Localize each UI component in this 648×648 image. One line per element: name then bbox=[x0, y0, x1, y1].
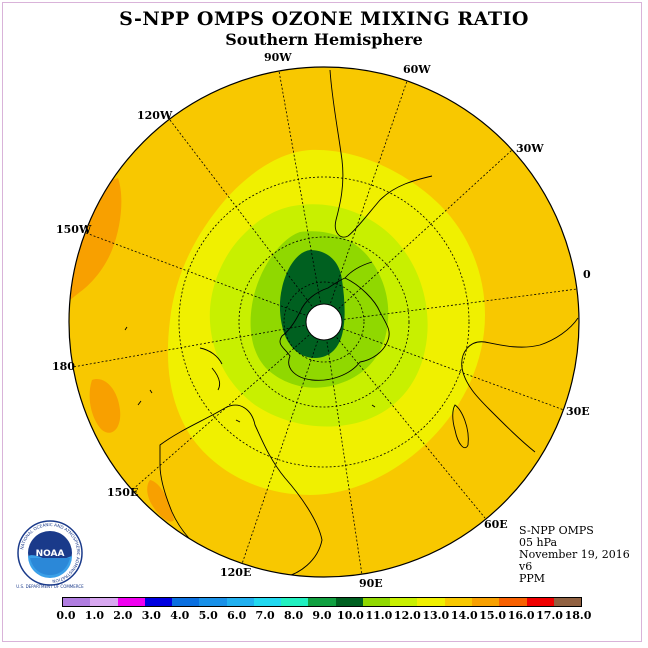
colorbar-swatch bbox=[90, 598, 118, 606]
info-units: PPM bbox=[519, 572, 546, 585]
colorbar-swatch bbox=[226, 598, 254, 606]
colorbar-swatch bbox=[553, 598, 582, 606]
colorbar-swatch bbox=[362, 598, 391, 606]
colorbar-swatch bbox=[390, 598, 418, 606]
lon-label-150e: 150E bbox=[107, 486, 139, 499]
coast-australia bbox=[159, 404, 323, 577]
colorbar-tick-label: 7.0 bbox=[255, 609, 275, 622]
info-level: 05 hPa bbox=[519, 536, 558, 549]
colorbar-swatch bbox=[526, 598, 554, 606]
lon-label-90w: 90W bbox=[264, 51, 292, 64]
colorbar bbox=[62, 597, 582, 607]
colorbar-tick-label: 0.0 bbox=[56, 609, 76, 622]
info-block: S-NPP OMPS 05 hPa November 19, 2016 v6 P… bbox=[519, 525, 630, 585]
colorbar-tick-label: 16.0 bbox=[507, 609, 535, 622]
colorbar-tick-label: 1.0 bbox=[84, 609, 105, 622]
colorbar-tick-label: 8.0 bbox=[283, 609, 304, 622]
colorbar-tick-label: 13.0 bbox=[422, 609, 450, 622]
colorbar-tick-label: 15.0 bbox=[479, 609, 507, 622]
coast-islands bbox=[124, 326, 376, 423]
colorbar-swatch bbox=[471, 598, 500, 606]
info-version: v6 bbox=[519, 560, 533, 573]
colorbar-swatch bbox=[144, 598, 173, 606]
colorbar-swatch bbox=[281, 598, 309, 606]
contour-14-15-s bbox=[147, 480, 174, 522]
coast-south-america bbox=[329, 69, 433, 238]
info-instrument: S-NPP OMPS bbox=[519, 524, 594, 537]
colorbar-swatch bbox=[499, 598, 527, 606]
lon-label-30e: 30E bbox=[566, 405, 590, 418]
lon-label-60w: 60W bbox=[403, 63, 431, 76]
lon-label-90e: 90E bbox=[359, 577, 383, 590]
colorbar-swatch bbox=[199, 598, 227, 606]
colorbar-tick-label: 11.0 bbox=[365, 609, 393, 622]
colorbar-swatch bbox=[308, 598, 336, 606]
coast-africa bbox=[461, 317, 579, 453]
contour-14-15-sw bbox=[89, 379, 121, 433]
colorbar-tick-label: 6.0 bbox=[227, 609, 247, 622]
lon-label-60e: 60E bbox=[484, 518, 508, 531]
colorbar-swatch bbox=[63, 598, 91, 606]
colorbar-tick-label: 14.0 bbox=[450, 609, 478, 622]
colorbar-tick-label: 4.0 bbox=[170, 609, 190, 622]
colorbar-swatch bbox=[444, 598, 472, 606]
lon-label-120e: 120E bbox=[220, 566, 252, 579]
colorbar-tick-label: 10.0 bbox=[337, 609, 364, 622]
info-date: November 19, 2016 bbox=[519, 548, 630, 561]
colorbar-tick-label: 9.0 bbox=[312, 609, 332, 622]
coast-new-zealand bbox=[199, 347, 223, 391]
noaa-logo-bottom-text: U.S. DEPARTMENT OF COMMERCE bbox=[16, 584, 84, 589]
colorbar-swatch bbox=[417, 598, 445, 606]
meridians bbox=[72, 70, 578, 576]
colorbar-tick-label: 5.0 bbox=[198, 609, 218, 622]
colorbar-tick-label: 18.0 bbox=[564, 609, 592, 622]
colorbar-tick-label: 12.0 bbox=[393, 609, 421, 622]
coast-antarctica bbox=[279, 277, 390, 381]
colorbar-ticks: 0.0 1.0 2.0 3.0 4.0 5.0 6.0 7.0 8.0 9.0 10.0 11.0 12… bbox=[0, 609, 648, 623]
lon-label-0: 0 bbox=[583, 268, 591, 281]
map-boundary bbox=[68, 66, 580, 578]
colorbar-swatch bbox=[335, 598, 363, 606]
coast-peninsula bbox=[344, 261, 373, 279]
map-subtitle: Southern Hemisphere bbox=[225, 30, 423, 49]
colorbar-tick-label: 2.0 bbox=[113, 609, 133, 622]
map-title: S-NPP OMPS OZONE MIXING RATIO bbox=[119, 8, 529, 30]
colorbar-tick-label: 17.0 bbox=[536, 609, 563, 622]
colorbar-swatch bbox=[172, 598, 200, 606]
lon-label-150w: 150W bbox=[56, 223, 92, 236]
polar-data-gap bbox=[305, 303, 343, 341]
lon-label-180: 180 bbox=[52, 360, 75, 373]
lon-label-30w: 30W bbox=[516, 142, 544, 155]
colorbar-swatch bbox=[117, 598, 145, 606]
colorbar-tick-label: 3.0 bbox=[141, 609, 161, 622]
lon-label-120w: 120W bbox=[137, 109, 173, 122]
noaa-logo: NOAA NATIONAL OCEANIC AND ATMOSPHERIC AD… bbox=[17, 520, 83, 586]
coastlines bbox=[124, 69, 579, 577]
noaa-logo-text: NOAA bbox=[36, 549, 65, 559]
coast-madagascar bbox=[452, 404, 469, 449]
graticule bbox=[72, 70, 578, 576]
colorbar-swatch bbox=[253, 598, 282, 606]
